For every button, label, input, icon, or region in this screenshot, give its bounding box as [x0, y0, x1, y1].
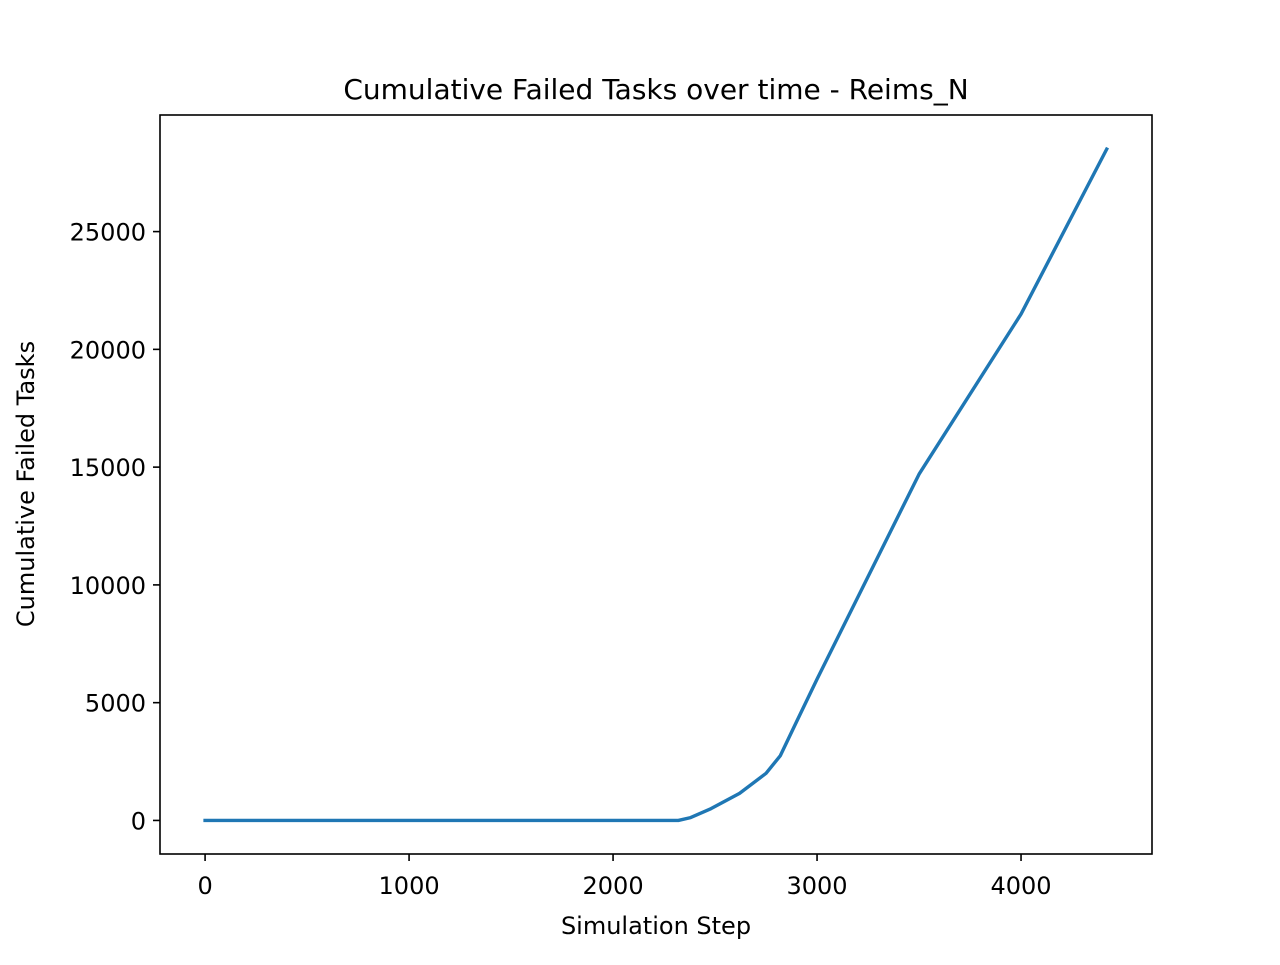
- chart-title: Cumulative Failed Tasks over time - Reim…: [343, 73, 968, 106]
- x-tick-label: 0: [197, 872, 212, 900]
- y-tick-label: 25000: [70, 219, 146, 247]
- x-axis-ticks: 0 1000 2000 3000 4000: [197, 854, 1052, 900]
- plot-area-frame: [159, 114, 1153, 855]
- x-tick-label: 4000: [990, 872, 1051, 900]
- series-layer: [203, 146, 1110, 823]
- y-axis-label: Cumulative Failed Tasks: [12, 341, 40, 627]
- y-axis-ticks: 0 5000 10000 15000 20000 25000: [70, 219, 160, 835]
- y-tick-label: 20000: [70, 336, 146, 364]
- series-line-1: [203, 146, 1110, 823]
- y-tick-label: 0: [131, 807, 146, 835]
- x-tick-label: 2000: [583, 872, 644, 900]
- x-tick-label: 1000: [379, 872, 440, 900]
- y-tick-label: 10000: [70, 572, 146, 600]
- x-tick-label: 3000: [787, 872, 848, 900]
- y-tick-label: 15000: [70, 454, 146, 482]
- x-axis-label: Simulation Step: [561, 912, 751, 940]
- y-tick-label: 5000: [85, 690, 146, 718]
